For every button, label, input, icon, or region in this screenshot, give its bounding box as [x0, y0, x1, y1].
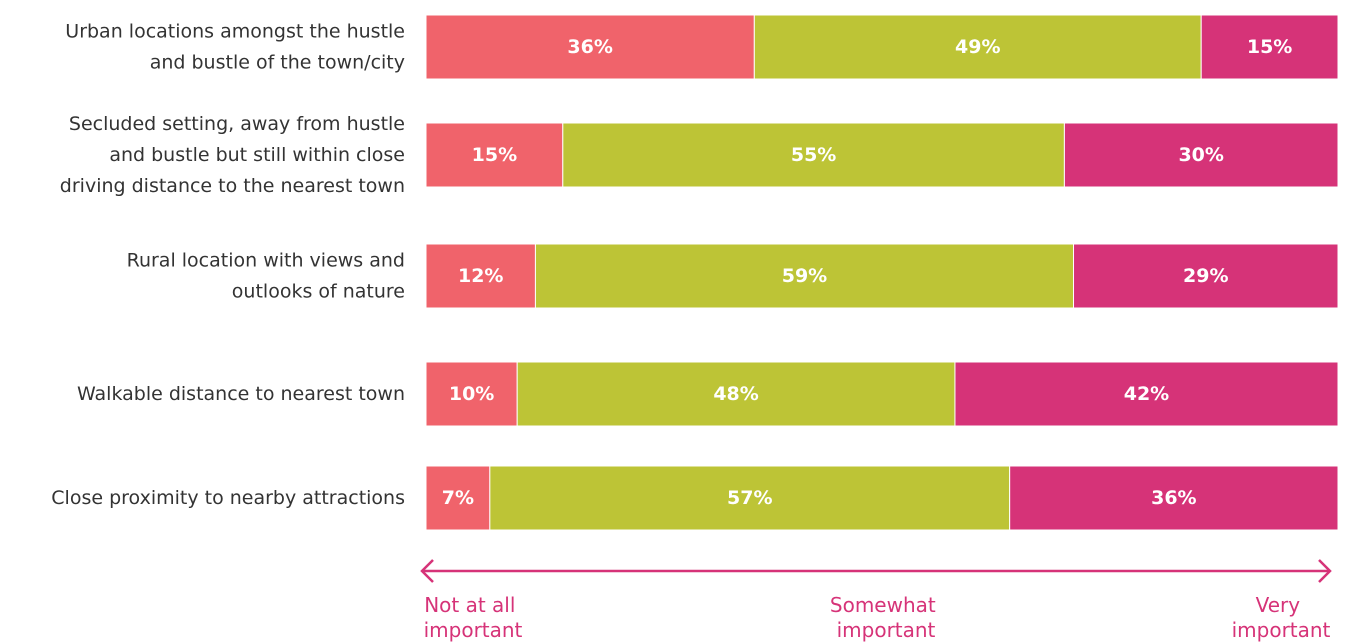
- bar-segment-row1-series3: [1200, 14, 1339, 80]
- category-label-1: Urban locations amongst the hustle and bu…: [65, 21, 405, 74]
- bar-segment-row5-series3: [1009, 465, 1339, 531]
- bar-segment-row1-series2: [753, 14, 1202, 80]
- category-label-4-line-1: Walkable distance to nearest town: [77, 383, 405, 405]
- scale-label-right-line-1: Very: [1256, 593, 1301, 617]
- data-label-row5-series1: 7%: [442, 487, 474, 509]
- scale-label-middle-line-2: important: [837, 618, 936, 642]
- bar-segment-row1-series1: [425, 14, 755, 80]
- data-label-row5-series2: 57%: [727, 487, 772, 509]
- category-label-4: Walkable distance to nearest town: [77, 383, 405, 405]
- data-label-row2-series2: 55%: [791, 144, 836, 166]
- data-label-row4-series3: 42%: [1124, 383, 1169, 405]
- data-label-row3-series1: 12%: [458, 265, 503, 287]
- bar-segment-row4-series1: [425, 361, 518, 427]
- scale-label-left-line-2: important: [424, 618, 523, 642]
- bar-segment-row3-series1: [425, 243, 536, 309]
- data-label-row1-series3: 15%: [1247, 36, 1292, 58]
- scale-label-left-line-1: Not at all: [424, 593, 515, 617]
- bar-segment-row5-series2: [489, 465, 1011, 531]
- scale-label-right-line-2: important: [1232, 618, 1331, 642]
- data-label-row4-series1: 10%: [449, 383, 494, 405]
- data-label-row5-series3: 36%: [1151, 487, 1196, 509]
- bar-segment-row3-series3: [1073, 243, 1339, 309]
- category-label-5-line-1: Close proximity to nearby attractions: [51, 487, 405, 509]
- bar-segment-row2-series3: [1063, 122, 1339, 188]
- bar-segment-row2-series2: [562, 122, 1065, 188]
- category-label-1-line-1: Urban locations amongst the hustle: [65, 21, 405, 43]
- data-label-row4-series2: 48%: [713, 383, 758, 405]
- category-label-3: Rural location with views and outlooks of…: [127, 250, 405, 303]
- scale-arrow-left-head: [420, 559, 434, 583]
- scale-label-middle: Somewhat important: [830, 593, 942, 642]
- scale-label-middle-line-1: Somewhat: [830, 593, 936, 617]
- category-label-2-line-2: and bustle but still within close: [109, 144, 405, 166]
- scale-arrow-right-head: [1318, 559, 1332, 583]
- category-label-2-line-3: driving distance to the nearest town: [60, 175, 405, 197]
- category-label-3-line-1: Rural location with views and: [127, 250, 405, 272]
- category-label-2-line-1: Secluded setting, away from hustle: [69, 113, 405, 135]
- category-label-3-line-2: outlooks of nature: [232, 281, 405, 303]
- importance-scale-arrow: [420, 559, 1332, 583]
- data-label-row1-series2: 49%: [955, 36, 1000, 58]
- category-label-1-line-2: and bustle of the town/city: [150, 52, 405, 74]
- category-labels: Urban locations amongst the hustle and bu…: [51, 21, 405, 510]
- data-label-row2-series1: 15%: [472, 144, 517, 166]
- importance-scale-labels: Not at all important Somewhat important …: [424, 593, 1331, 642]
- scale-label-right: Very important: [1232, 593, 1331, 642]
- data-label-row1-series1: 36%: [567, 36, 612, 58]
- data-label-row2-series3: 30%: [1178, 144, 1223, 166]
- category-label-5: Close proximity to nearby attractions: [51, 487, 405, 509]
- bar-segment-row4-series3: [954, 361, 1339, 427]
- bars-group: 36% 49% 15% 15% 55% 30% 12% 59% 29% 10% 48% 42% 7% 57…: [425, 14, 1339, 531]
- data-label-row3-series2: 59%: [782, 265, 827, 287]
- category-label-2: Secluded setting, away from hustle and bu…: [60, 113, 405, 197]
- scale-label-left: Not at all important: [424, 593, 523, 642]
- bar-segment-row2-series1: [425, 122, 564, 188]
- data-label-row3-series3: 29%: [1183, 265, 1228, 287]
- bar-segment-row5-series1: [425, 465, 491, 531]
- bar-segment-row3-series2: [534, 243, 1075, 309]
